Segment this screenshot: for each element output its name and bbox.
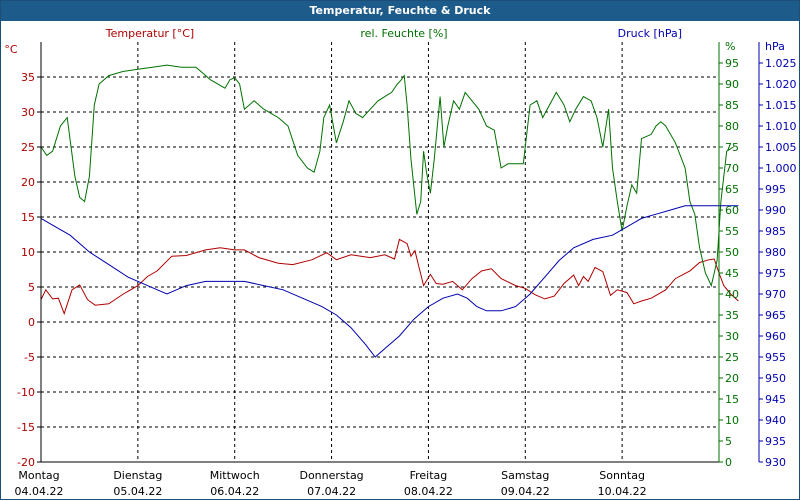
temperature-axis-label: Temperatur [°C]	[105, 27, 194, 40]
humidity-tick-label: 55	[725, 225, 739, 238]
x-day-label: Dienstag	[113, 469, 162, 482]
x-day-label: Mittwoch	[210, 469, 260, 482]
humidity-tick-label: 95	[725, 57, 739, 70]
pressure-tick-label: 950	[765, 372, 786, 385]
humidity-axis: 0 5 10 15 20 25 30 35 40 45 50 55 60 65 70 75 80 85 90 95%	[719, 40, 739, 469]
humidity-tick-label: 80	[725, 120, 739, 133]
humidity-tick-label: 45	[725, 267, 739, 280]
pressure-tick-label: 980	[765, 246, 786, 259]
pressure-axis-label: Druck [hPa]	[618, 27, 682, 40]
temperature-tick-label: -5	[24, 351, 35, 364]
pressure-tick-label: 1.010	[765, 120, 797, 133]
x-date-label: 05.04.22	[113, 485, 162, 498]
pressure-tick-label: 960	[765, 330, 786, 343]
pressure-unit: hPa	[765, 40, 785, 53]
pressure-axis: 930 935 940 945 950 955 960 965 970 975 980 985 990 9…	[759, 40, 797, 469]
temperature-unit: °C	[4, 43, 18, 56]
series-line-temperature	[40, 238, 739, 316]
plot-frame	[40, 42, 760, 463]
x-day-label: Freitag	[410, 469, 448, 482]
x-date-label: 06.04.22	[210, 485, 259, 498]
pressure-tick-label: 1.025	[765, 57, 797, 70]
x-date-label: 08.04.22	[404, 485, 453, 498]
humidity-tick-label: 75	[725, 141, 739, 154]
pressure-tick-label: 955	[765, 351, 786, 364]
temperature-tick-label: -20	[17, 456, 35, 469]
x-day-label: Sonntag	[599, 469, 645, 482]
x-date-label: 07.04.22	[307, 485, 356, 498]
temperature-tick-label: 35	[21, 71, 35, 84]
humidity-tick-label: 85	[725, 99, 739, 112]
pressure-tick-label: 1.005	[765, 141, 797, 154]
pressure-tick-label: 965	[765, 309, 786, 322]
humidity-axis-label: rel. Feuchte [%]	[360, 27, 447, 40]
pressure-tick-label: 935	[765, 435, 786, 448]
pressure-tick-label: 930	[765, 456, 786, 469]
temperature-tick-label: 5	[28, 281, 35, 294]
humidity-tick-label: 20	[725, 372, 739, 385]
x-date-label: 09.04.22	[501, 485, 550, 498]
humidity-tick-label: 5	[725, 435, 732, 448]
pressure-tick-label: 945	[765, 393, 786, 406]
temperature-tick-label: 20	[21, 176, 35, 189]
temperature-tick-label: 0	[28, 316, 35, 329]
temperature-tick-label: -15	[17, 421, 35, 434]
pressure-tick-label: 990	[765, 204, 786, 217]
grid	[41, 42, 719, 462]
x-axis: Montag 04.04.22 Dienstag 05.04.22 Mittwoch 06…	[15, 469, 647, 498]
pressure-tick-label: 1.015	[765, 99, 797, 112]
humidity-tick-label: 70	[725, 162, 739, 175]
pressure-tick-label: 985	[765, 225, 786, 238]
pressure-tick-label: 1.000	[765, 162, 797, 175]
temperature-axis: -20 -15 -10 -5 0 5 10 15 20 25 30 35 °C	[4, 43, 41, 469]
series-line-humidity	[40, 64, 734, 288]
temperature-tick-label: 25	[21, 141, 35, 154]
humidity-unit: %	[725, 40, 735, 53]
x-day-label: Montag	[18, 469, 59, 482]
pressure-tick-label: 940	[765, 414, 786, 427]
temperature-tick-label: 10	[21, 246, 35, 259]
axis-labels: Temperatur [°C] rel. Feuchte [%] Druck [hP…	[105, 27, 682, 40]
x-date-label: 04.04.22	[15, 485, 64, 498]
temperature-tick-label: -10	[17, 386, 35, 399]
humidity-tick-label: 90	[725, 78, 739, 91]
humidity-tick-label: 10	[725, 414, 739, 427]
pressure-tick-label: 975	[765, 267, 786, 280]
series-layer	[40, 64, 739, 358]
temperature-tick-label: 15	[21, 211, 35, 224]
humidity-tick-label: 25	[725, 351, 739, 364]
x-day-label: Donnerstag	[299, 469, 363, 482]
humidity-tick-label: 60	[725, 204, 739, 217]
humidity-tick-label: 50	[725, 246, 739, 259]
window-title: Temperatur, Feuchte & Druck	[1, 1, 799, 21]
humidity-tick-label: 15	[725, 393, 739, 406]
temperature-tick-label: 30	[21, 106, 35, 119]
humidity-tick-label: 30	[725, 330, 739, 343]
x-day-label: Samstag	[501, 469, 549, 482]
pressure-tick-label: 1.020	[765, 78, 797, 91]
humidity-tick-label: 35	[725, 309, 739, 322]
x-date-label: 10.04.22	[598, 485, 647, 498]
series-line-pressure	[40, 205, 739, 358]
humidity-tick-label: 40	[725, 288, 739, 301]
humidity-tick-label: 65	[725, 183, 739, 196]
pressure-tick-label: 995	[765, 183, 786, 196]
humidity-tick-label: 0	[725, 456, 732, 469]
pressure-tick-label: 970	[765, 288, 786, 301]
